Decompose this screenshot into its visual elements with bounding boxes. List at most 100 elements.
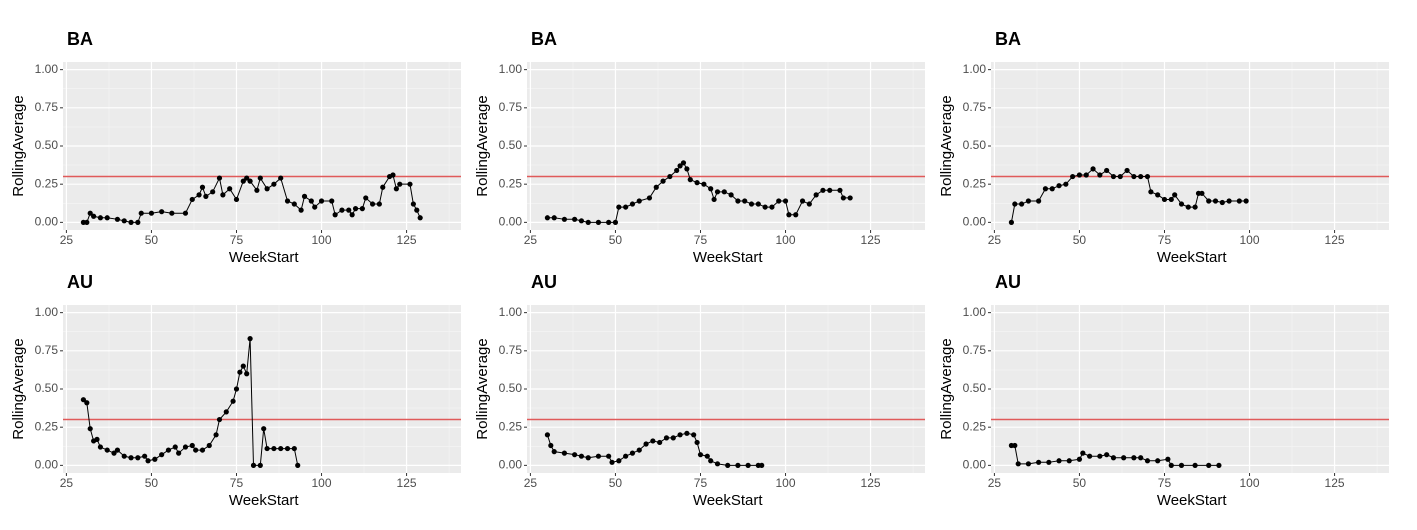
point [762, 204, 768, 210]
x-tick-label: 125 [397, 476, 417, 490]
point [148, 210, 155, 216]
point [629, 201, 636, 207]
x-tick-label: 25 [988, 476, 1002, 490]
point [561, 450, 568, 456]
point [264, 445, 270, 452]
panel: 25 50 75 100 125 0.00 0.25 0.50 0.75 1.00 AU WeekSt… [938, 272, 1389, 509]
point [793, 212, 799, 218]
chart-title: AU [67, 272, 93, 292]
point [623, 453, 629, 459]
point [684, 166, 690, 172]
x-axis-label: WeekStart [693, 249, 764, 266]
point [1172, 192, 1178, 198]
point [169, 210, 175, 216]
point [159, 209, 165, 215]
point [609, 459, 615, 465]
point [135, 455, 141, 461]
y-tick-label: 0.75 [499, 100, 523, 114]
point [114, 216, 121, 222]
y-axis-label: RollingAverage [10, 338, 27, 439]
point [1063, 181, 1069, 187]
chart-title: AU [531, 272, 557, 292]
point [704, 453, 710, 459]
point [223, 409, 229, 415]
point [1144, 173, 1151, 180]
point [216, 416, 223, 423]
point [616, 204, 622, 210]
x-tick-label: 50 [145, 476, 159, 490]
y-tick-label: 1.00 [963, 62, 987, 76]
x-tick-label: 125 [1325, 233, 1345, 247]
x-tick-label: 25 [60, 476, 74, 490]
point [1110, 173, 1117, 180]
x-axis-label: WeekStart [229, 249, 300, 266]
x-tick-label: 100 [1240, 233, 1260, 247]
point [663, 435, 670, 441]
point [254, 187, 260, 193]
point [206, 442, 212, 449]
point [616, 458, 622, 464]
point [694, 439, 700, 446]
panel: 25 50 75 100 125 0.00 0.25 0.50 0.75 1.00 BA WeekSt… [938, 29, 1389, 266]
x-tick-label: 100 [1240, 476, 1260, 490]
point [701, 181, 707, 187]
point [210, 189, 216, 195]
x-tick-label: 100 [776, 476, 796, 490]
point [271, 181, 277, 187]
y-tick-label: 0.00 [35, 458, 59, 472]
point [363, 195, 369, 201]
point [1090, 166, 1096, 172]
point [714, 189, 721, 195]
y-axis-label: RollingAverage [938, 338, 955, 439]
y-axis-label: RollingAverage [938, 95, 955, 196]
point [189, 196, 195, 203]
point [145, 458, 151, 464]
point [220, 192, 226, 198]
point [721, 189, 727, 195]
point [159, 452, 165, 458]
y-axis-label: RollingAverage [474, 95, 491, 196]
point [165, 447, 172, 453]
point [84, 219, 90, 225]
point [346, 207, 352, 213]
x-axis-label: WeekStart [1157, 492, 1228, 509]
point [1080, 450, 1086, 456]
point [87, 426, 93, 432]
point [203, 193, 209, 199]
point [199, 447, 206, 453]
point [91, 213, 97, 219]
point [393, 186, 399, 192]
point [623, 204, 629, 210]
point [417, 215, 423, 221]
point [410, 201, 416, 207]
y-axis-label: RollingAverage [474, 338, 491, 439]
point [670, 435, 676, 441]
point [1192, 462, 1198, 468]
point [1025, 198, 1032, 204]
y-tick-label: 0.25 [35, 176, 59, 190]
point [1185, 204, 1191, 210]
point [1168, 462, 1174, 468]
series-line [83, 174, 421, 223]
y-tick-label: 0.50 [35, 381, 59, 395]
point [291, 201, 297, 207]
point [691, 432, 697, 438]
point [572, 216, 578, 222]
point [674, 167, 680, 174]
y-tick-label: 1.00 [499, 62, 523, 76]
point [339, 207, 345, 213]
point [711, 196, 717, 203]
x-axis-label: WeekStart [1157, 249, 1228, 266]
point [595, 453, 602, 459]
point [138, 210, 144, 216]
point [629, 450, 636, 456]
point [776, 198, 782, 204]
x-axis-label: WeekStart [229, 492, 300, 509]
y-tick-label: 0.25 [499, 419, 523, 433]
point [1192, 204, 1198, 210]
point [578, 453, 585, 459]
point [1036, 198, 1042, 204]
point [1148, 189, 1154, 195]
point [380, 184, 386, 190]
x-tick-label: 50 [145, 233, 159, 247]
